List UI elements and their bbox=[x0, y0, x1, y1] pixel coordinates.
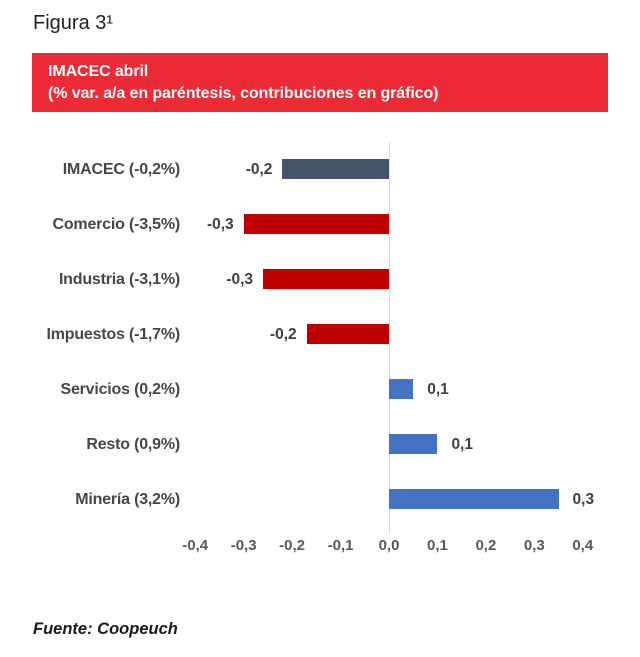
x-axis: -0,4 -0,3 -0,2 -0,1 0,0 0,1 0,2 0,3 0,4 bbox=[0, 537, 640, 561]
x-axis-tick-label: -0,2 bbox=[279, 537, 306, 554]
x-axis-tick-label: 0,1 bbox=[427, 537, 448, 554]
bar-row: Servicios (0,2%) 0,1 bbox=[0, 362, 640, 417]
bar bbox=[306, 324, 389, 344]
bar bbox=[282, 159, 389, 179]
bar bbox=[389, 379, 414, 399]
x-axis-tick-label: 0,0 bbox=[378, 537, 400, 554]
bar-row: Resto (0,9%) 0,1 bbox=[0, 417, 640, 472]
bar bbox=[243, 214, 389, 234]
zero-axis-line bbox=[388, 142, 390, 534]
banner-subtitle: (% var. a/a en paréntesis, contribucione… bbox=[48, 85, 439, 102]
banner-title: IMACEC abril bbox=[48, 63, 149, 80]
category-label: Resto (0,9%) bbox=[86, 435, 180, 453]
value-label: -0,2 bbox=[245, 160, 273, 178]
figure-title: Figura 3¹ bbox=[33, 12, 114, 34]
category-label: Comercio (-3,5%) bbox=[52, 215, 181, 233]
value-label: 0,3 bbox=[572, 490, 595, 508]
bar-row: Industria (-3,1%) -0,3 bbox=[0, 252, 640, 307]
category-label: IMACEC (-0,2%) bbox=[62, 160, 180, 178]
category-label: Impuestos (-1,7%) bbox=[46, 325, 180, 343]
bar-row: Minería (3,2%) 0,3 bbox=[0, 472, 640, 527]
bar bbox=[389, 434, 438, 454]
category-label: Servicios (0,2%) bbox=[60, 380, 180, 398]
value-label: -0,2 bbox=[269, 325, 297, 343]
bar bbox=[389, 489, 559, 509]
x-axis-tick-label: 0,3 bbox=[523, 537, 545, 554]
value-label: 0,1 bbox=[451, 435, 473, 453]
bar bbox=[263, 269, 389, 289]
value-label: -0,3 bbox=[226, 270, 254, 288]
category-label: Industria (-3,1%) bbox=[58, 270, 180, 288]
bar-row: Comercio (-3,5%) -0,3 bbox=[0, 197, 640, 252]
x-axis-tick-label: -0,3 bbox=[230, 537, 257, 554]
chart-header-banner: IMACEC abril (% var. a/a en paréntesis, … bbox=[32, 53, 608, 112]
bar-row: Impuestos (-1,7%) -0,2 bbox=[0, 307, 640, 362]
category-label: Minería (3,2%) bbox=[75, 490, 180, 508]
bar-chart: IMACEC (-0,2%) -0,2 Comercio (-3,5%) -0,3 In… bbox=[0, 142, 640, 572]
x-axis-tick-label: -0,1 bbox=[327, 537, 354, 554]
x-axis-tick-label: -0,4 bbox=[182, 537, 209, 554]
x-axis-tick-label: 0,2 bbox=[475, 537, 497, 554]
bar-row: IMACEC (-0,2%) -0,2 bbox=[0, 142, 640, 197]
value-label: -0,3 bbox=[206, 215, 234, 233]
value-label: 0,1 bbox=[427, 380, 449, 398]
source-note: Fuente: Coopeuch bbox=[33, 620, 178, 638]
x-axis-tick-label: 0,4 bbox=[572, 537, 594, 554]
